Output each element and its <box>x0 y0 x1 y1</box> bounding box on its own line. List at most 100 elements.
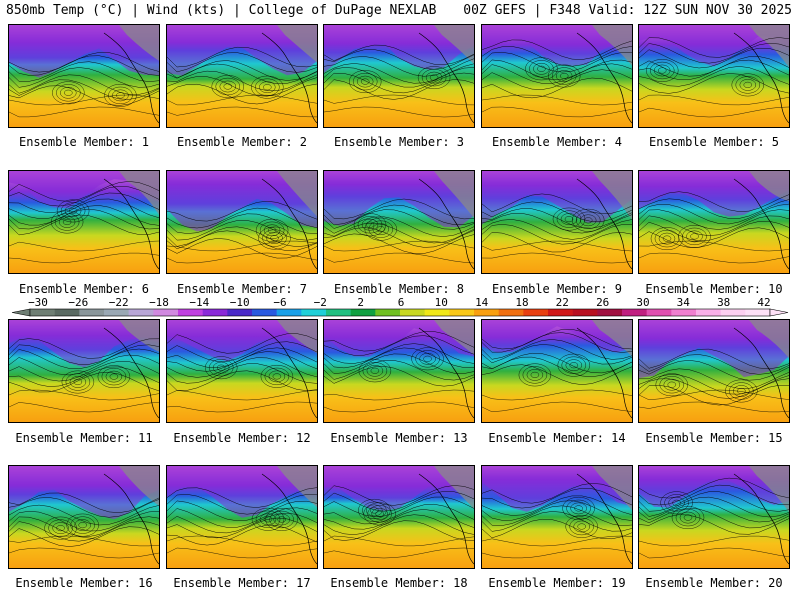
colorbar-tick-label: −6 <box>273 296 286 309</box>
temperature-field-map <box>482 171 632 273</box>
ensemble-map-panel <box>166 319 318 423</box>
ensemble-map-panel <box>481 319 633 423</box>
ensemble-map-panel <box>8 24 160 128</box>
temperature-field-map <box>482 466 632 568</box>
colorbar-tick-label: 2 <box>357 296 364 309</box>
colorbar-swatch <box>276 309 302 316</box>
ensemble-member-label: Ensemble Member: 4 <box>491 135 623 149</box>
colorbar-tick-label: 10 <box>435 296 448 309</box>
colorbar-tick-label: −14 <box>189 296 209 309</box>
ensemble-member-label: Ensemble Member: 5 <box>648 135 780 149</box>
ensemble-map-panel <box>166 24 318 128</box>
ensemble-map-panel <box>638 319 790 423</box>
colorbar-tick-label: 6 <box>398 296 405 309</box>
temperature-field-map <box>324 320 474 422</box>
ensemble-map-panel <box>481 24 633 128</box>
colorbar-arrow-right <box>769 308 789 317</box>
temperature-field-map <box>482 25 632 127</box>
ensemble-map-panel <box>166 465 318 569</box>
colorbar-tick-label: −18 <box>149 296 169 309</box>
temperature-field-map <box>324 466 474 568</box>
ensemble-map-panel <box>638 24 790 128</box>
ensemble-member-label: Ensemble Member: 10 <box>645 282 783 296</box>
colorbar-swatch <box>326 309 351 316</box>
colorbar-tick-label: 26 <box>596 296 609 309</box>
ensemble-member-label: Ensemble Member: 9 <box>491 282 623 296</box>
ensemble-member-label: Ensemble Member: 11 <box>15 431 153 445</box>
colorbar-swatch <box>30 309 55 316</box>
ensemble-member-label: Ensemble Member: 16 <box>15 576 153 590</box>
temperature-field-map <box>639 25 789 127</box>
colorbar-tick-label: 42 <box>757 296 770 309</box>
ensemble-member-label: Ensemble Member: 18 <box>330 576 468 590</box>
ensemble-map-panel <box>8 170 160 274</box>
temperature-field-map <box>9 171 159 273</box>
temperature-field-map <box>324 171 474 273</box>
temperature-field-map <box>482 320 632 422</box>
temperature-field-map <box>9 466 159 568</box>
colorbar-swatch <box>128 309 154 316</box>
map-title: 850mb Temp (°C) | Wind (kts) | College o… <box>6 3 437 18</box>
colorbar-tick-label: −30 <box>28 296 48 309</box>
ensemble-member-label: Ensemble Member: 8 <box>333 282 465 296</box>
colorbar-swatch <box>202 309 228 316</box>
ensemble-member-label: Ensemble Member: 15 <box>645 431 783 445</box>
colorbar-swatch <box>474 309 499 316</box>
ensemble-member-label: Ensemble Member: 2 <box>176 135 308 149</box>
temperature-field-map <box>639 171 789 273</box>
ensemble-member-label: Ensemble Member: 7 <box>176 282 308 296</box>
colorbar-swatch <box>449 309 475 316</box>
ensemble-member-label: Ensemble Member: 12 <box>173 431 311 445</box>
ensemble-map-panel <box>8 319 160 423</box>
colorbar-swatch <box>646 309 672 316</box>
colorbar-swatch <box>548 309 573 316</box>
colorbar-tick-label: −22 <box>109 296 129 309</box>
temperature-field-map <box>9 25 159 127</box>
colorbar-tick-label: 34 <box>677 296 691 309</box>
colorbar-swatch <box>622 309 647 316</box>
ensemble-member-label: Ensemble Member: 20 <box>645 576 783 590</box>
colorbar-swatch <box>178 309 203 316</box>
ensemble-map-panel <box>481 465 633 569</box>
model-run-info: 00Z GEFS | F348 Valid: 12Z SUN NOV 30 20… <box>463 3 792 18</box>
ensemble-member-label: Ensemble Member: 3 <box>333 135 465 149</box>
colorbar-swatch <box>400 309 425 316</box>
colorbar-swatch <box>350 309 376 316</box>
temperature-field-map <box>639 466 789 568</box>
ensemble-map-panel <box>323 170 475 274</box>
colorbar-tick-label: 14 <box>475 296 489 309</box>
colorbar-tick-label: 22 <box>556 296 569 309</box>
colorbar-swatch <box>572 309 598 316</box>
colorbar-swatch <box>720 309 746 316</box>
colorbar-swatch <box>671 309 697 316</box>
ensemble-map-panel <box>638 465 790 569</box>
ensemble-member-label: Ensemble Member: 19 <box>488 576 626 590</box>
colorbar-tick-label: −26 <box>68 296 88 309</box>
colorbar-tick-label: −10 <box>230 296 250 309</box>
colorbar-swatch <box>153 309 179 316</box>
temperature-field-map <box>9 320 159 422</box>
colorbar-tick-label: 30 <box>636 296 649 309</box>
ensemble-member-label: Ensemble Member: 14 <box>488 431 626 445</box>
temperature-field-map <box>167 25 317 127</box>
colorbar-swatch <box>696 309 721 316</box>
temperature-field-map <box>167 466 317 568</box>
temperature-field-map <box>639 320 789 422</box>
ensemble-member-label: Ensemble Member: 1 <box>18 135 150 149</box>
ensemble-map-panel <box>8 465 160 569</box>
colorbar-arrow-left <box>11 308 31 317</box>
ensemble-map-panel <box>323 24 475 128</box>
colorbar-tick-label: 38 <box>717 296 730 309</box>
colorbar-tick-label: 18 <box>515 296 528 309</box>
colorbar-swatch <box>252 309 277 316</box>
colorbar-swatch <box>424 309 450 316</box>
temperature-field-map <box>167 171 317 273</box>
ensemble-map-panel <box>166 170 318 274</box>
colorbar-swatch <box>745 309 771 316</box>
temperature-field-map <box>167 320 317 422</box>
colorbar-swatch <box>375 309 401 316</box>
colorbar-swatch <box>301 309 327 316</box>
colorbar-swatch <box>597 309 623 316</box>
ensemble-member-label: Ensemble Member: 13 <box>330 431 468 445</box>
ensemble-map-panel <box>481 170 633 274</box>
